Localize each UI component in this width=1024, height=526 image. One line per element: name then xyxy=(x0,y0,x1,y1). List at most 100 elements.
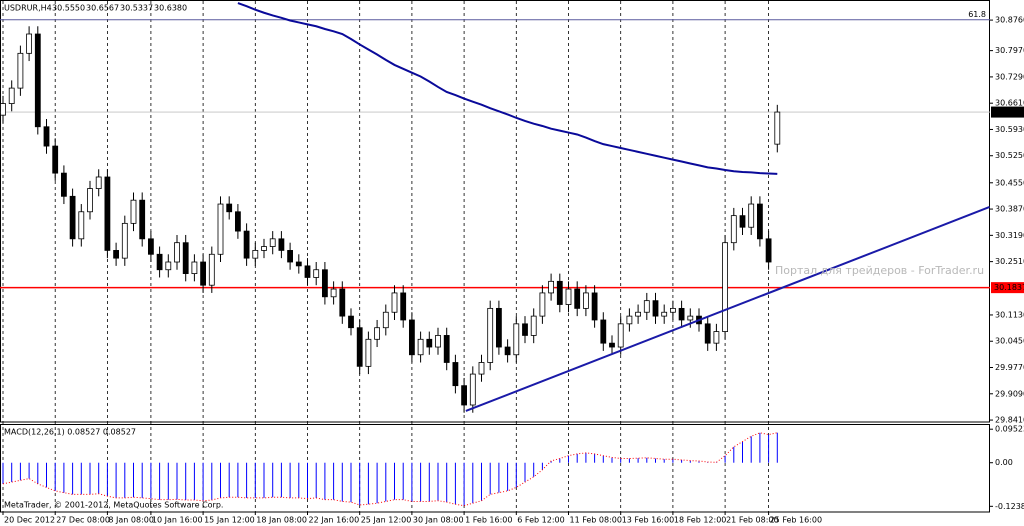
x-tick-label: 22 Jan 16:00 xyxy=(309,516,360,525)
candle-body xyxy=(765,238,772,263)
candle-body xyxy=(8,87,15,104)
x-tick-label: 8 Jan 08:00 xyxy=(108,516,154,525)
ohlc-value: 30.5550 xyxy=(52,4,85,13)
x-tick-label: 25 Jan 12:00 xyxy=(361,516,412,525)
candle-body xyxy=(661,311,668,317)
candle-body xyxy=(217,203,224,255)
candle-body xyxy=(426,338,433,348)
candle-body xyxy=(121,222,128,259)
candle-body xyxy=(504,346,511,356)
candle-body xyxy=(174,242,180,263)
axes: 30.8760 30.7970 30.7290 30.6610 30.5930 30.52… xyxy=(2,16,1024,525)
candle-body xyxy=(513,323,520,356)
candle-body xyxy=(321,269,328,298)
y-tick-label: 30.0450 xyxy=(995,337,1024,346)
symbol-title: USDRUR,H4 xyxy=(4,4,52,13)
candle-body xyxy=(408,319,415,356)
candle-body xyxy=(87,188,93,213)
candle-body xyxy=(78,211,85,240)
level-label: 61.8 xyxy=(968,10,986,19)
candle-body xyxy=(548,280,554,294)
y-tick-label: 30.7290 xyxy=(995,72,1024,81)
candle-body xyxy=(609,342,615,348)
x-tick-label: 1 Feb 16:00 xyxy=(465,516,512,525)
y-tick-label: 30.6610 xyxy=(995,99,1024,108)
y-tick-label: 30.2510 xyxy=(995,257,1024,266)
candle-body xyxy=(226,203,233,213)
x-tick-label: 21 Feb 08:00 xyxy=(726,516,778,525)
candle-body xyxy=(678,307,685,321)
moving-average xyxy=(237,2,778,175)
candle-body xyxy=(487,307,494,363)
candle-body xyxy=(687,315,694,321)
candle-body xyxy=(287,250,294,263)
x-tick-label: 20 Dec 2012 xyxy=(4,516,55,525)
y-tick-label: 30.4550 xyxy=(995,178,1024,187)
candle-body xyxy=(748,203,755,228)
candle-body xyxy=(104,176,111,251)
candle-body xyxy=(330,288,337,298)
candle-body xyxy=(469,373,476,406)
candle-body xyxy=(304,265,311,278)
level-marker xyxy=(991,282,1024,294)
candle-body xyxy=(774,111,781,145)
candle-body xyxy=(17,52,24,89)
candle-body xyxy=(495,307,502,348)
candle-body xyxy=(200,261,207,286)
candle-body xyxy=(365,338,372,367)
last-price-marker xyxy=(991,106,1024,118)
candle-body xyxy=(739,215,746,228)
x-tick-label: 25 Feb 16:00 xyxy=(770,516,822,525)
x-tick-label: 15 Jan 12:00 xyxy=(204,516,255,525)
x-tick-label: 13 Feb 16:00 xyxy=(622,516,674,525)
x-tick-label: 18 Jan 08:00 xyxy=(256,516,307,525)
x-tick-label: 11 Feb 08:00 xyxy=(570,516,622,525)
price-plot: 61.8 xyxy=(0,2,990,413)
candle-body xyxy=(269,238,276,247)
candle-body xyxy=(278,238,285,251)
ohlc-value: 30.5337 xyxy=(120,4,153,13)
candle-body xyxy=(417,338,424,356)
candle-body xyxy=(69,195,76,240)
candle-body xyxy=(626,315,633,325)
candle-body xyxy=(652,300,659,317)
candle-body xyxy=(348,315,354,329)
candle-body xyxy=(478,362,485,375)
candle-body xyxy=(113,250,119,259)
trendline xyxy=(465,206,990,412)
x-tick-label: 27 Dec 08:00 xyxy=(56,516,110,525)
candle-body xyxy=(0,103,6,116)
candle-body xyxy=(208,253,215,286)
candle-body xyxy=(95,176,102,189)
candle-body xyxy=(435,335,441,348)
candle-body xyxy=(530,315,537,336)
candle-body xyxy=(635,311,641,317)
x-tick-label: 18 Feb 12:00 xyxy=(674,516,726,525)
candle-body xyxy=(156,253,163,271)
y-tick-label: 30.3190 xyxy=(995,231,1024,240)
x-tick-label: 6 Feb 12:00 xyxy=(517,516,564,525)
candle-body xyxy=(704,323,711,344)
candle-body xyxy=(261,246,267,251)
candle-body xyxy=(643,300,650,313)
y-tick-label: 29.9090 xyxy=(995,389,1024,398)
candle-body xyxy=(61,172,67,197)
candle-body xyxy=(617,323,624,348)
x-tick-label: 10 Jan 16:00 xyxy=(152,516,203,525)
footer: MetaTrader, © 2001-2012, MetaQuotes Soft… xyxy=(4,501,223,510)
candle-body xyxy=(522,323,528,336)
candle-body xyxy=(730,215,737,244)
candle-body xyxy=(452,362,459,387)
y-tick-label: 30.8760 xyxy=(995,16,1024,25)
macd-tick-label: 0.09523 xyxy=(995,425,1024,434)
candle-body xyxy=(583,292,589,309)
candle-body xyxy=(591,292,598,321)
candle-body xyxy=(234,211,241,232)
candle-body xyxy=(713,331,720,344)
candle-body xyxy=(130,199,137,224)
candle-body xyxy=(252,250,259,259)
candle-body xyxy=(139,199,146,240)
candle-body xyxy=(556,280,563,305)
